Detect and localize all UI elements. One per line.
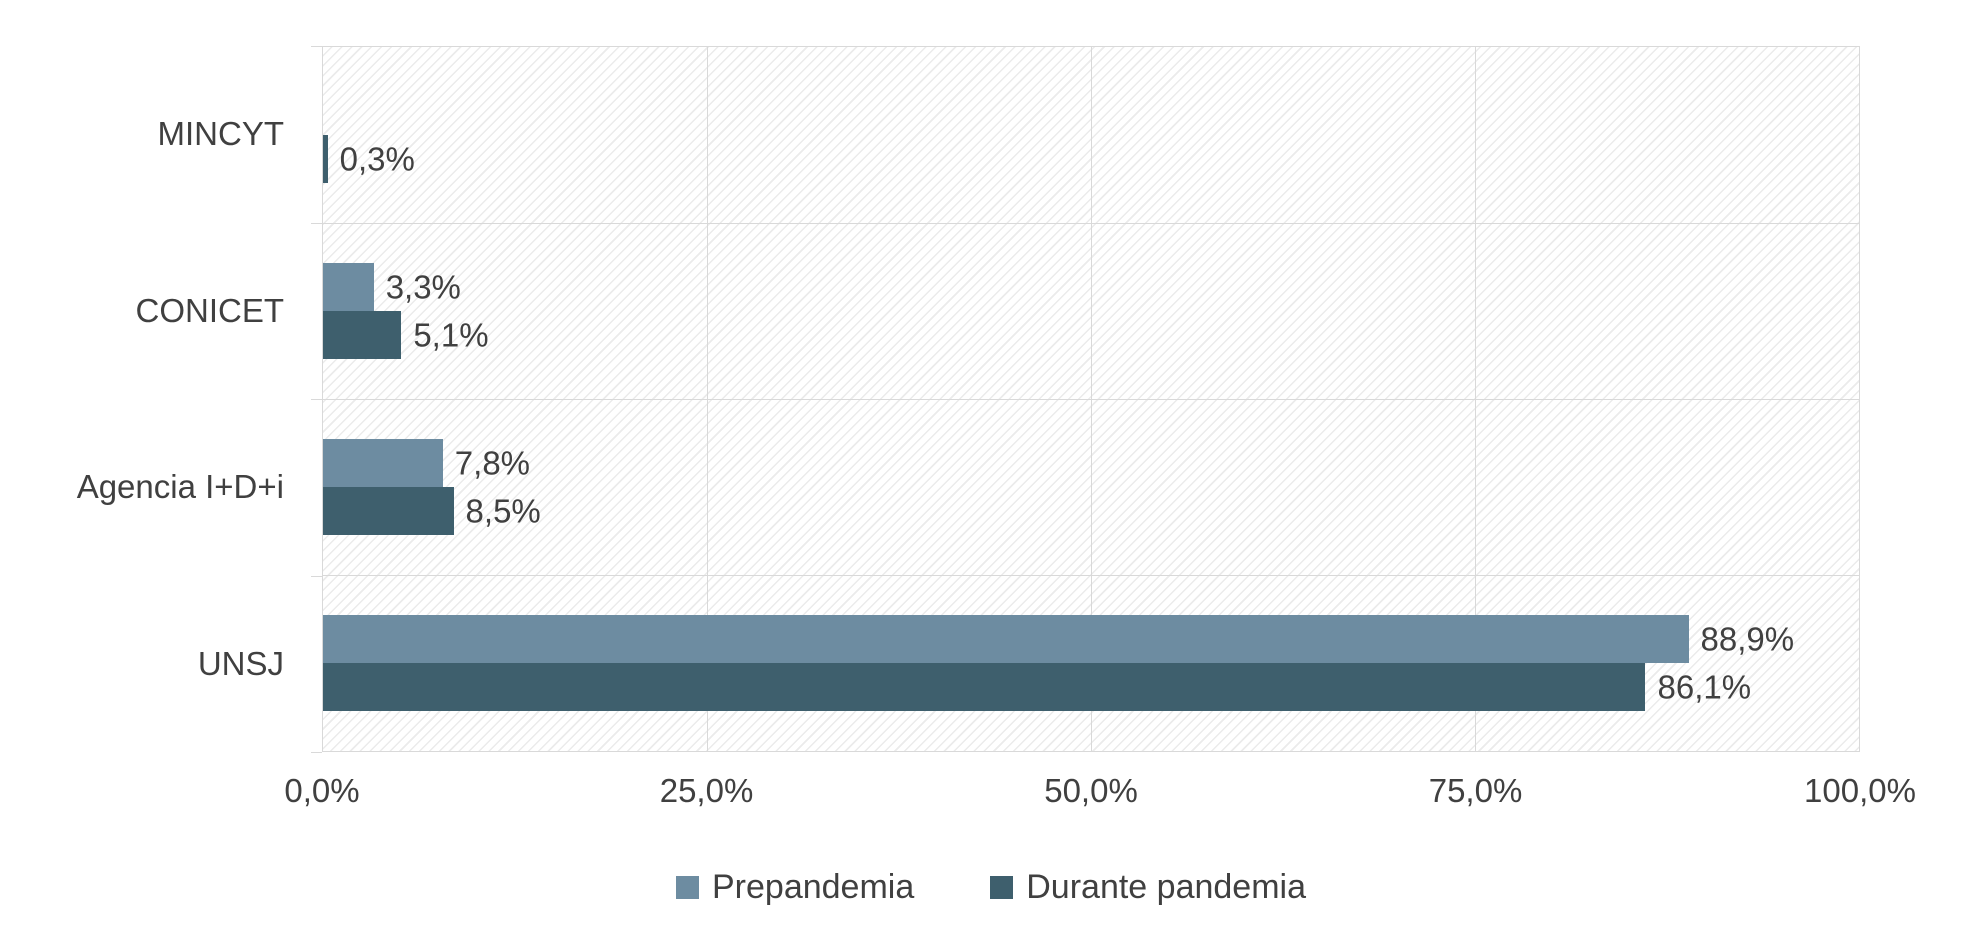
- legend-item-durante-pandemia: Durante pandemia: [990, 868, 1306, 907]
- y-axis-tick: [311, 399, 322, 400]
- x-axis: 0,0% 25,0% 50,0% 75,0% 100,0%: [284, 772, 1916, 816]
- bar-conicet-prepandemia: [323, 263, 374, 311]
- bar-value-label: 3,3%: [385, 268, 461, 306]
- y-axis: MINCYT CONICET Agencia I+D+i UNSJ: [0, 46, 302, 752]
- y-axis-tick: [311, 752, 322, 753]
- category-label-unsj: UNSJ: [197, 644, 284, 682]
- gridline-horizontal: [323, 223, 1859, 224]
- legend-label-durante-pandemia: Durante pandemia: [1026, 868, 1306, 906]
- bar-agencia-i-d-i-durante-pandemia: [323, 487, 454, 535]
- plot-area: 0,3% 3,3% 5,1% 7,8% 8,5% 88,9% 86,1%: [322, 46, 1860, 752]
- x-tick-label: 75,0%: [1428, 772, 1523, 809]
- bar-value-label: 8,5%: [465, 492, 541, 530]
- y-axis-tick: [311, 46, 322, 47]
- y-axis-tick: [311, 575, 322, 577]
- legend: Prepandemia Durante pandemia: [0, 868, 1982, 907]
- bar-unsj-prepandemia: [323, 615, 1689, 663]
- bar-value-label: 86,1%: [1657, 668, 1752, 706]
- x-tick-label: 0,0%: [284, 772, 360, 809]
- category-label-agencia: Agencia I+D+i: [76, 468, 284, 506]
- legend-swatch-durante-pandemia-icon: [990, 876, 1014, 899]
- bar-value-label: 88,9%: [1700, 620, 1795, 658]
- bar-value-label: 7,8%: [454, 444, 531, 482]
- bar-conicet-durante-pandemia: [323, 311, 402, 359]
- legend-item-prepandemia: Prepandemia: [676, 868, 914, 907]
- x-tick-label: 25,0%: [659, 772, 754, 809]
- category-label-mincyt: MINCYT: [157, 115, 285, 153]
- bar-value-label: 5,1%: [413, 316, 489, 354]
- category-label-conicet: CONICET: [135, 291, 285, 329]
- x-tick-label: 50,0%: [1044, 772, 1138, 809]
- bar-value-label: 0,3%: [339, 140, 415, 178]
- gridline-horizontal: [323, 575, 1859, 576]
- gridline-horizontal: [323, 399, 1859, 400]
- bar-agencia-i-d-i-prepandemia: [323, 439, 443, 487]
- legend-swatch-prepandemia-icon: [676, 876, 699, 899]
- x-tick-label: 100,0%: [1804, 772, 1916, 809]
- bar-mincyt-durante-pandemia: [323, 135, 328, 183]
- bar-unsj-durante-pandemia: [323, 663, 1646, 711]
- y-axis-tick: [311, 222, 322, 224]
- legend-label-prepandemia: Prepandemia: [712, 868, 915, 906]
